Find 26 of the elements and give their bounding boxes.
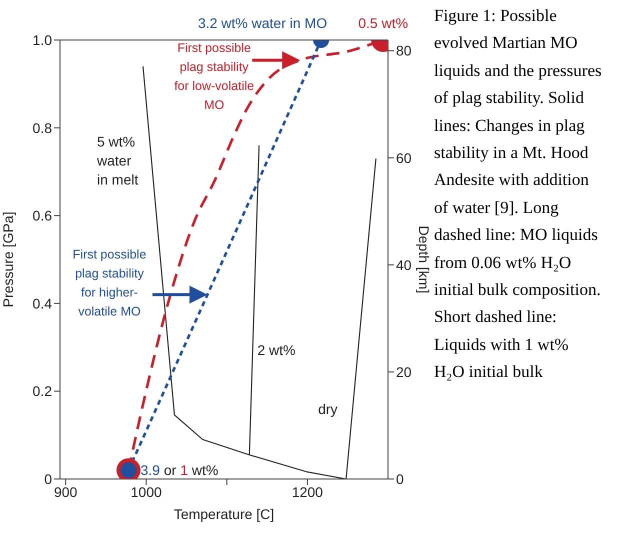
y-tick-label: 0.2: [32, 383, 52, 400]
y2-tick-label: 60: [396, 150, 412, 166]
y-tick-label: 0.4: [32, 295, 52, 312]
y2-tick-label: 0: [396, 470, 404, 487]
series-label: 5 wt% water in melt: [96, 133, 138, 188]
y2-tick-label: 20: [396, 364, 412, 380]
x-tick-label: 1200: [292, 484, 324, 500]
y2-axis-title: Depth [km]: [416, 226, 432, 294]
y-tick-label: 0.8: [32, 120, 52, 136]
x-axis-title: Temperature [C]: [174, 506, 274, 522]
series-label: dry: [318, 401, 338, 417]
annotation: 3.2 wt% water in MO: [198, 15, 328, 31]
annotation: 0.5 wt%: [358, 15, 408, 31]
y-axis-title: Pressure [GPa]: [0, 212, 16, 308]
y-tick-label: 0: [44, 470, 52, 487]
x-tick-label: 900: [54, 484, 78, 500]
annotation: First possible plag stability for higher-volatile MO: [72, 248, 146, 319]
annotation: 3.9 or 1 wt%: [140, 462, 218, 478]
y-tick-label: 0.6: [32, 208, 52, 224]
annotation: First possible plag stability for low-volatile MO: [174, 41, 254, 112]
series-label: 2 wt%: [257, 342, 296, 358]
text: Figure 1: Possible evolved Martian MO liquids and the pressures of plag stability. Solid lines: Changes in plag stability in a Mt. Hood Andesite with addition of water [9]. Long dashed line: MO liquids from 0.06 wt% H₂O initial bulk composition. Short dashed line: Liquids with 1 wt% H₂O initial bulk: [434, 6, 602, 382]
y2-tick-label: 40: [396, 256, 412, 273]
y2-tick-label: 80: [396, 42, 412, 59]
y-tick-label: 1.0: [32, 32, 52, 48]
x-tick-label: 1000: [130, 484, 162, 500]
